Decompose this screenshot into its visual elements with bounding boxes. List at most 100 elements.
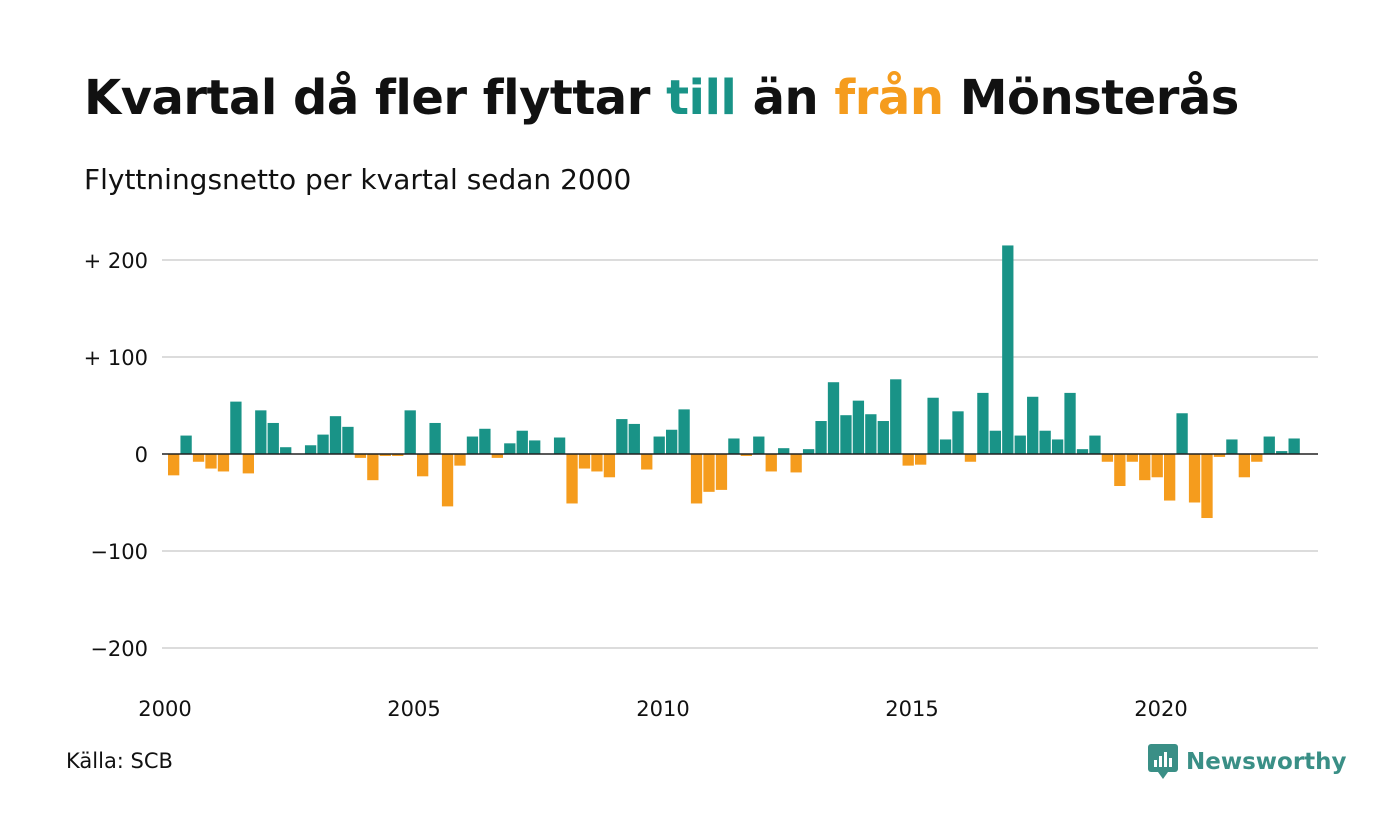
brand-logo[interactable]: Newsworthy: [1148, 744, 1347, 780]
bar: [379, 454, 391, 456]
bar: [703, 454, 715, 492]
bar: [802, 449, 815, 454]
bar: [1176, 413, 1188, 454]
bar: [666, 429, 678, 454]
bar: [578, 454, 591, 469]
bar: [939, 439, 952, 454]
bar: [1139, 454, 1151, 481]
x-tick-label: 2020: [1134, 697, 1187, 721]
bar: [392, 454, 404, 456]
bar: [566, 454, 578, 504]
bar: [591, 454, 603, 472]
bar: [790, 454, 802, 473]
brand-name: Newsworthy: [1186, 749, 1347, 775]
bar: [616, 419, 628, 454]
bar: [454, 454, 466, 466]
y-tick-label: + 100: [84, 346, 148, 370]
bar: [367, 454, 379, 481]
bar: [491, 454, 503, 458]
bar: [1288, 438, 1300, 454]
bar: [1188, 454, 1201, 503]
bar: [1251, 454, 1263, 462]
bar: [1276, 451, 1288, 454]
bar: [778, 448, 790, 454]
y-tick-label: + 200: [84, 249, 148, 273]
bar: [815, 421, 827, 454]
x-tick-label: 2015: [885, 697, 938, 721]
bar: [678, 409, 690, 454]
bar: [1201, 454, 1213, 519]
title-part-1: Kvartal då fler flyttar: [84, 70, 667, 126]
bar: [553, 437, 566, 454]
bar: [230, 401, 242, 454]
bar: [529, 440, 541, 454]
bar: [628, 423, 640, 454]
bar: [267, 422, 279, 454]
title-part-3: Mönsterås: [943, 70, 1240, 126]
bar: [479, 428, 491, 454]
bar: [516, 430, 528, 454]
bar: [1101, 454, 1114, 462]
bar: [753, 436, 765, 454]
newsworthy-logo-icon: [1148, 744, 1178, 779]
bar: [1064, 392, 1076, 454]
bar: [952, 411, 964, 454]
bar: [927, 397, 939, 454]
bar: [877, 421, 889, 454]
title-fran: från: [834, 70, 944, 126]
y-tick-label: −200: [90, 637, 148, 661]
bar: [466, 436, 479, 454]
bar: [1014, 435, 1026, 454]
bar: [317, 434, 329, 454]
bar: [504, 443, 516, 454]
bar: [1051, 439, 1064, 454]
bar: [964, 454, 977, 462]
bar: [1226, 439, 1238, 454]
bar: [1238, 454, 1250, 478]
y-axis-ticks: + 200 + 100 0 −100 −200: [84, 249, 148, 661]
bar: [728, 438, 740, 454]
bar: [915, 454, 927, 465]
x-tick-label: 2005: [387, 697, 440, 721]
x-tick-label: 2000: [138, 697, 191, 721]
bar: [304, 445, 317, 454]
title-till: till: [666, 70, 737, 126]
bar: [329, 416, 342, 454]
bar: [168, 454, 180, 476]
grid-lines: [162, 259, 1318, 649]
bar: [417, 454, 429, 477]
bar: [1263, 436, 1275, 454]
bar: [977, 392, 989, 454]
bar: [1213, 454, 1226, 457]
bar: [354, 454, 367, 458]
bar: [192, 454, 205, 462]
title-part-2: än: [736, 70, 835, 126]
bar: [1027, 396, 1039, 454]
bar: [1039, 430, 1051, 454]
bar: [205, 454, 217, 469]
bar: [641, 454, 653, 470]
bar: [827, 382, 840, 454]
bar: [890, 379, 902, 454]
bar: [217, 454, 230, 472]
bar: [653, 436, 665, 454]
bar: [255, 410, 267, 454]
bar: [1076, 449, 1089, 454]
bar: [902, 454, 914, 466]
bar: [429, 422, 441, 454]
bar: [1002, 245, 1014, 454]
bar: [740, 454, 752, 456]
bar: [180, 435, 192, 454]
source-note: Källa: SCB: [66, 749, 173, 773]
bar: [1089, 435, 1101, 454]
bar: [404, 410, 416, 454]
bar: [1151, 454, 1163, 478]
y-tick-label: 0: [135, 443, 148, 467]
bar: [690, 454, 703, 504]
bar: [765, 454, 777, 472]
x-tick-label: 2010: [636, 697, 689, 721]
bar: [715, 454, 728, 490]
bar-chart: + 200 + 100 0 −100 −200 2000 2005 2010 2015 2020: [84, 245, 1318, 721]
bar: [1126, 454, 1138, 462]
page-subtitle: Flyttningsnetto per kvartal sedan 2000: [84, 163, 632, 196]
